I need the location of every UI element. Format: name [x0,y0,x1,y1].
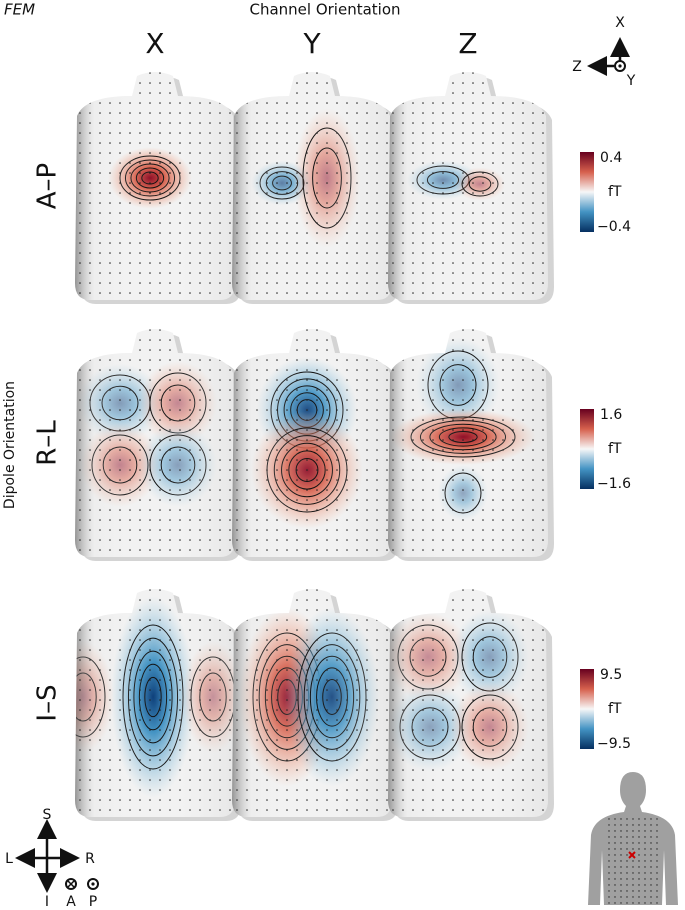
colorbar-unit: fT [608,184,622,200]
colorbar [580,409,594,489]
colorbar-unit: fT [608,701,622,717]
field-map [75,72,241,304]
colorbar-label: −0.4 [597,219,631,235]
sensor-grid [388,329,548,557]
axis-label: S [43,807,52,823]
field-layer [388,329,548,557]
out-symbol [618,64,622,68]
dipole-marker [628,851,636,859]
axis-label: Z [572,59,582,75]
field-layer [75,329,235,557]
field-layer [388,72,548,300]
sensor-grid [75,72,235,300]
field-map [388,329,554,561]
row-label: A–P [33,163,63,209]
column-label: Y [302,27,321,60]
field-map [75,589,241,821]
sensor-grid [75,589,235,817]
in-symbol [67,880,75,888]
field-layer [232,589,392,817]
field-map [232,329,398,561]
colorbar-unit: fT [608,441,622,457]
column-label: X [145,27,164,60]
sensor-grid [388,589,548,817]
colorbar [580,152,594,232]
sensor-grid [388,72,548,300]
colorbar [580,669,594,749]
field-map [75,329,241,561]
sensor-grid [75,329,235,557]
colorbar-label: −9.5 [597,736,631,752]
field-layer [75,72,235,300]
sensor-grid [605,816,661,904]
row-label: R–L [33,420,63,466]
sensor-grid [232,72,392,300]
body-compass: S I L R A P [5,807,99,910]
sensor-grid [232,589,392,817]
field-map [232,72,398,304]
axis-label: X [615,15,625,31]
axis-label: Y [626,73,636,89]
field-map [388,72,554,304]
field-layer [232,329,392,557]
axis-label: I [45,894,49,910]
colorbar-label: 9.5 [600,667,622,683]
field-layer [388,589,548,817]
figure-title: Channel Orientation [249,1,400,19]
out-symbol [91,882,95,886]
fem-label: FEM [4,1,35,19]
row-axis-title: Dipole Orientation [2,381,18,509]
channel-compass: X Z Y [572,15,636,89]
row-label: I–S [33,684,63,721]
field-map [388,589,554,821]
field-layer [75,589,235,817]
body-silhouette [588,772,678,905]
sensor-grid [232,329,392,557]
axis-label: L [5,851,13,867]
axis-label: A [66,894,76,910]
colorbar-label: 1.6 [600,407,622,423]
field-map [232,589,398,821]
field-layer [232,72,392,300]
colorbar-label: 0.4 [600,150,622,166]
colorbar-label: −1.6 [597,476,631,492]
axis-label: R [85,851,95,867]
column-label: Z [458,27,477,60]
axis-label: P [89,894,97,910]
